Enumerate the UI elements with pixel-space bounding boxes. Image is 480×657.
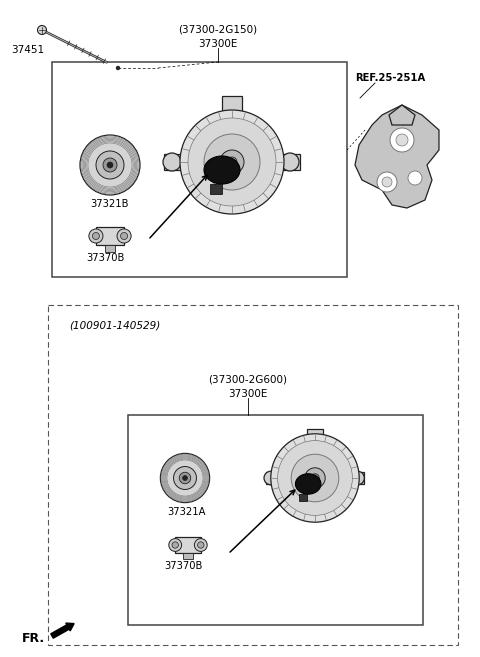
Circle shape bbox=[174, 466, 196, 489]
Text: 37370B: 37370B bbox=[164, 561, 202, 571]
Circle shape bbox=[92, 233, 99, 240]
Text: 37321B: 37321B bbox=[91, 199, 129, 209]
Bar bbox=[210, 184, 222, 194]
Text: 37300E: 37300E bbox=[198, 39, 238, 49]
Bar bbox=[183, 553, 193, 559]
Circle shape bbox=[351, 471, 364, 485]
Text: 37451: 37451 bbox=[12, 45, 45, 55]
Circle shape bbox=[80, 135, 140, 195]
Bar bbox=[351, 472, 364, 484]
Circle shape bbox=[179, 472, 191, 484]
Circle shape bbox=[37, 26, 47, 35]
Circle shape bbox=[264, 471, 277, 485]
Text: FR.: FR. bbox=[22, 631, 45, 645]
Ellipse shape bbox=[204, 156, 240, 184]
Bar bbox=[164, 154, 182, 170]
Circle shape bbox=[96, 151, 124, 179]
Text: 37300E: 37300E bbox=[228, 389, 268, 399]
Circle shape bbox=[291, 454, 339, 502]
Circle shape bbox=[204, 134, 260, 190]
Circle shape bbox=[188, 118, 276, 206]
Circle shape bbox=[103, 158, 117, 172]
Text: 37370B: 37370B bbox=[86, 253, 124, 263]
Circle shape bbox=[271, 434, 359, 522]
Bar bbox=[52, 62, 347, 277]
Circle shape bbox=[377, 172, 397, 192]
Circle shape bbox=[194, 539, 207, 551]
Bar bbox=[48, 305, 458, 645]
Bar bbox=[128, 415, 423, 625]
Circle shape bbox=[89, 229, 103, 243]
Polygon shape bbox=[355, 105, 439, 208]
Circle shape bbox=[390, 128, 414, 152]
Bar bbox=[299, 494, 307, 501]
Circle shape bbox=[281, 153, 299, 171]
Circle shape bbox=[382, 177, 392, 187]
Text: REF.25-251A: REF.25-251A bbox=[355, 73, 425, 83]
Text: (100901-140529): (100901-140529) bbox=[70, 320, 161, 330]
Bar bbox=[175, 537, 201, 553]
Text: (37300-2G600): (37300-2G600) bbox=[208, 375, 288, 385]
Circle shape bbox=[182, 476, 188, 480]
Text: (37300-2G150): (37300-2G150) bbox=[179, 25, 258, 35]
Circle shape bbox=[116, 66, 120, 70]
Ellipse shape bbox=[296, 474, 321, 494]
Circle shape bbox=[180, 110, 284, 214]
Bar bbox=[282, 154, 300, 170]
Circle shape bbox=[120, 233, 128, 240]
FancyArrow shape bbox=[51, 623, 74, 638]
Circle shape bbox=[107, 162, 113, 168]
Circle shape bbox=[311, 474, 319, 482]
Circle shape bbox=[227, 157, 237, 167]
Circle shape bbox=[160, 453, 210, 503]
Circle shape bbox=[220, 150, 244, 174]
Polygon shape bbox=[389, 105, 415, 125]
Bar bbox=[266, 472, 278, 484]
Circle shape bbox=[277, 441, 352, 515]
Bar bbox=[222, 96, 242, 112]
Circle shape bbox=[396, 134, 408, 146]
Circle shape bbox=[163, 153, 181, 171]
Text: 37321A: 37321A bbox=[168, 507, 206, 517]
Bar bbox=[307, 429, 323, 441]
Bar bbox=[105, 245, 115, 252]
Circle shape bbox=[169, 539, 181, 551]
Bar bbox=[96, 227, 124, 245]
Circle shape bbox=[305, 468, 325, 488]
Circle shape bbox=[172, 542, 179, 548]
Circle shape bbox=[117, 229, 131, 243]
Circle shape bbox=[198, 542, 204, 548]
Circle shape bbox=[408, 171, 422, 185]
